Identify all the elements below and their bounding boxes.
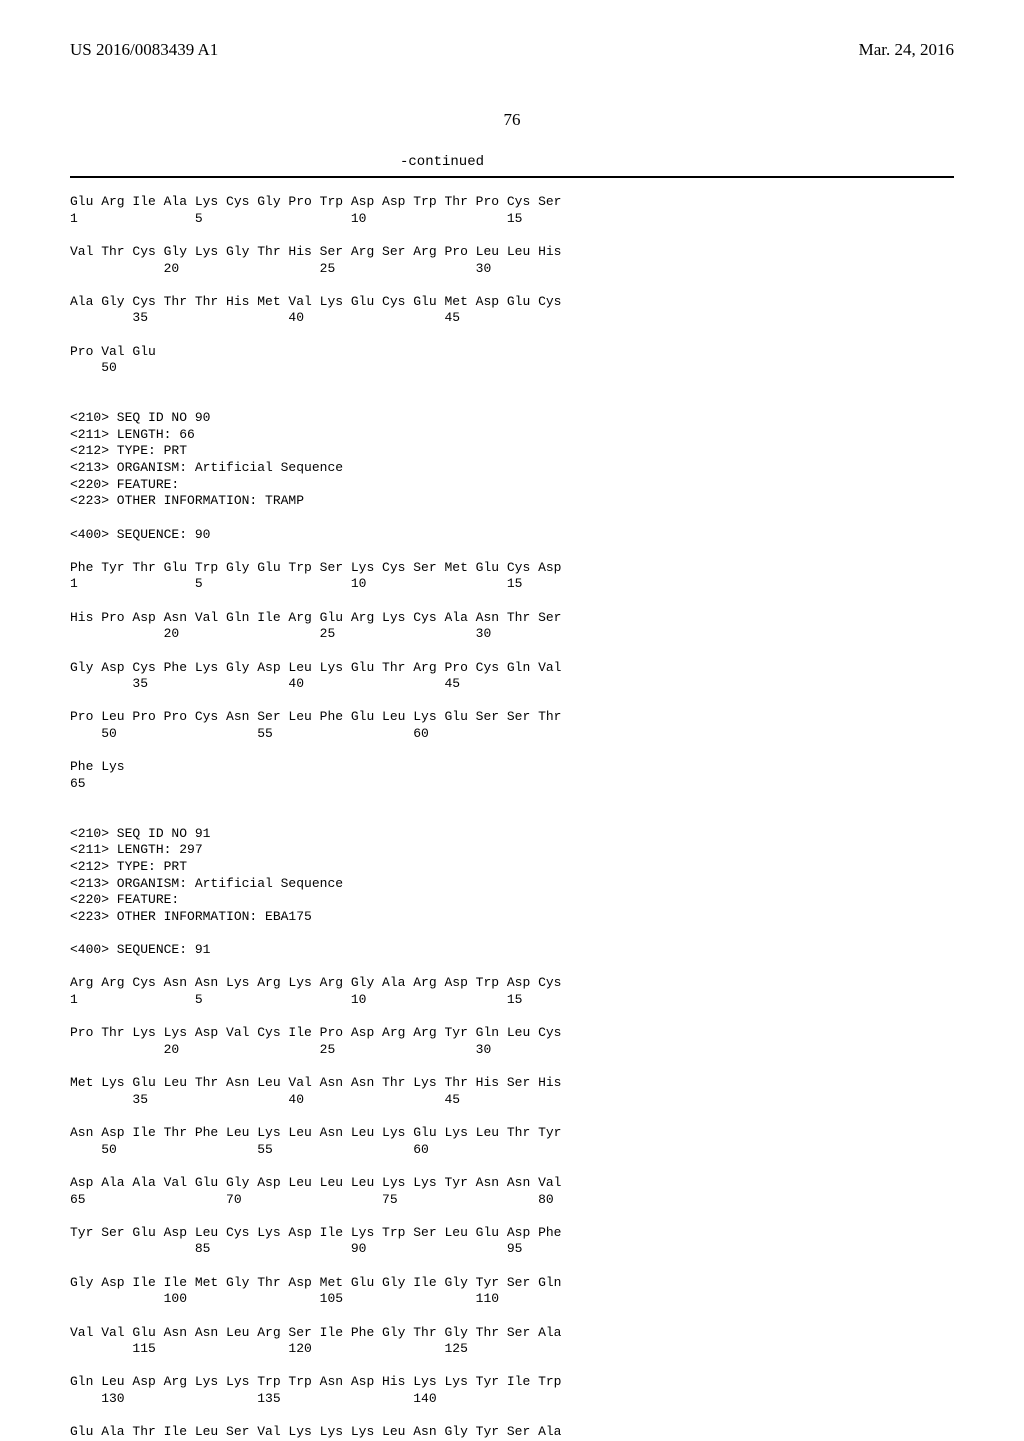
continued-block: -continued (70, 154, 954, 170)
horizontal-rule (70, 176, 954, 178)
page-number: 76 (70, 110, 954, 130)
sequence-listing: Glu Arg Ile Ala Lys Cys Gly Pro Trp Asp … (70, 194, 954, 1441)
continued-label: -continued (70, 154, 954, 170)
page-header: US 2016/0083439 A1 Mar. 24, 2016 (70, 40, 954, 60)
page: US 2016/0083439 A1 Mar. 24, 2016 76 -con… (0, 0, 1024, 1320)
publication-number: US 2016/0083439 A1 (70, 40, 218, 60)
publication-date: Mar. 24, 2016 (859, 40, 954, 60)
